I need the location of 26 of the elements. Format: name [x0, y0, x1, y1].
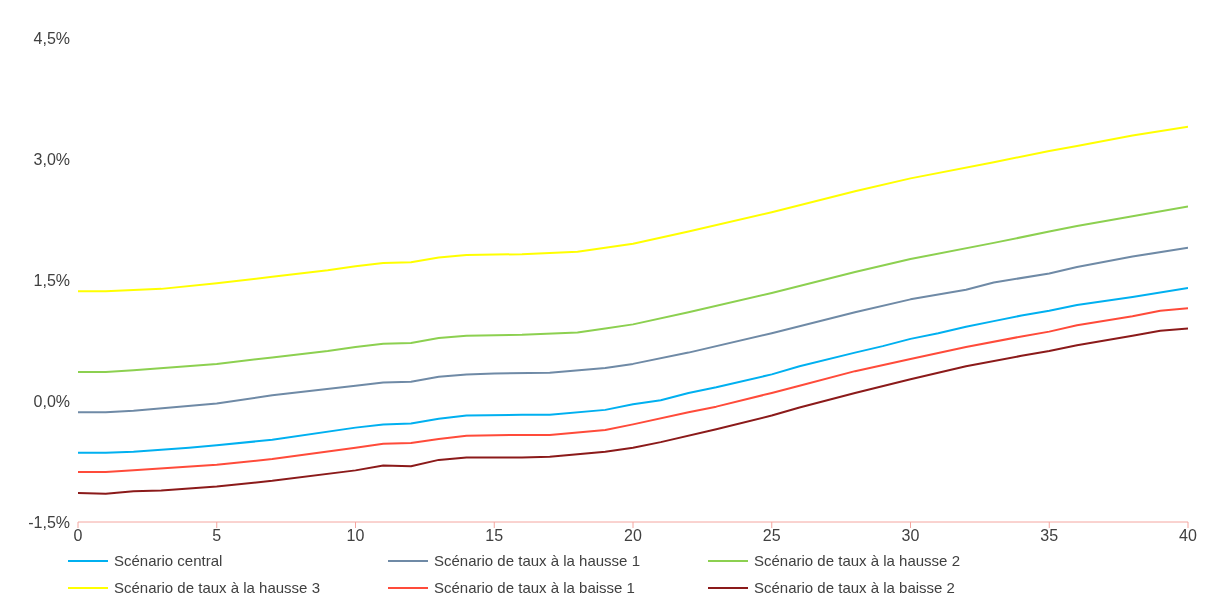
y-tick-label: 4,5% — [33, 29, 70, 47]
legend-label: Scénario de taux à la hausse 1 — [434, 552, 640, 569]
y-tick-label: 0,0% — [33, 392, 70, 410]
legend-label: Scénario de taux à la hausse 2 — [754, 552, 960, 569]
x-tick-label: 15 — [485, 527, 504, 545]
line-series — [78, 246, 1188, 414]
x-tick-label: 30 — [901, 527, 920, 545]
line-series — [78, 327, 1188, 495]
x-tick-label: 40 — [1179, 527, 1197, 545]
line-series — [78, 287, 1188, 454]
y-tick-label: 3,0% — [33, 150, 70, 168]
x-tick-label: 20 — [624, 527, 642, 545]
line-series — [78, 125, 1188, 293]
x-tick-label: 25 — [762, 527, 781, 545]
x-tick-label: 0 — [73, 527, 83, 545]
legend-label: Scénario de taux à la hausse 3 — [114, 579, 320, 596]
y-tick-label: 1,5% — [33, 271, 70, 289]
x-tick-label: 5 — [212, 527, 222, 545]
legend-label: Scénario de taux à la baisse 2 — [754, 579, 955, 596]
legend-label: Scénario central — [114, 552, 223, 569]
line-series — [78, 205, 1188, 373]
legend-label: Scénario de taux à la baisse 1 — [434, 579, 635, 596]
x-tick-label: 10 — [346, 527, 365, 545]
y-tick-label: -1,5% — [28, 513, 70, 531]
line-series — [78, 307, 1188, 473]
x-tick-label: 35 — [1040, 527, 1059, 545]
